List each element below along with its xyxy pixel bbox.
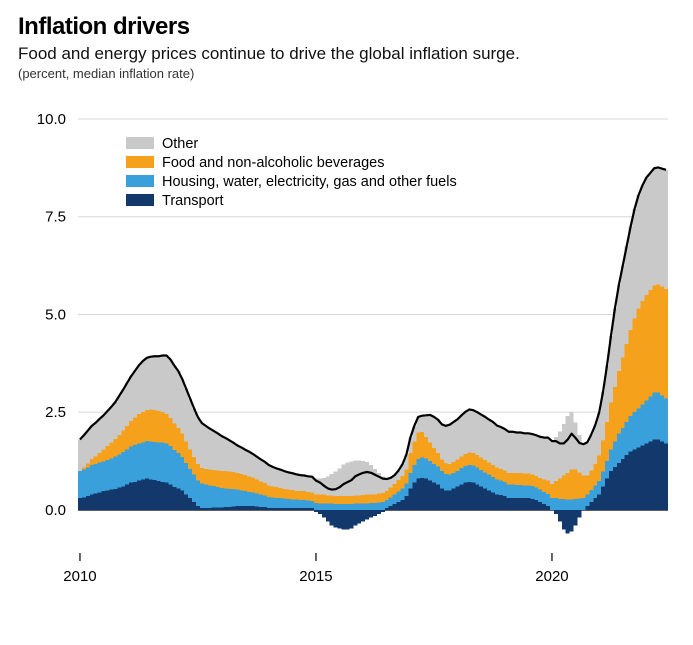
y-tick-label: 5.0 — [45, 307, 66, 324]
y-tick-label: 2.5 — [45, 405, 66, 422]
legend: Other Food and non-alcoholic beverages Hou… — [126, 136, 457, 209]
legend-label: Transport — [162, 193, 224, 209]
inflation-drivers-chart: 0.0 2.5 5.0 7.5 10.0 2010 2015 2020 Other Food an… — [18, 89, 685, 629]
y-tick-label: 0.0 — [45, 502, 66, 519]
legend-swatch — [126, 156, 154, 168]
chart-title: Inflation drivers — [18, 14, 685, 40]
bars — [78, 168, 668, 534]
legend-label: Other — [162, 136, 198, 152]
y-tick-label: 10.0 — [37, 111, 66, 128]
y-tick-label: 7.5 — [45, 209, 66, 226]
chart-svg: 0.0 2.5 5.0 7.5 10.0 2010 2015 2020 Other Food an… — [18, 89, 678, 629]
legend-label: Housing, water, electricity, gas and oth… — [162, 174, 457, 190]
chart-caption: (percent, median inflation rate) — [18, 66, 685, 81]
legend-label: Food and non-alcoholic beverages — [162, 155, 384, 171]
x-tick-label: 2015 — [299, 568, 332, 585]
x-tick-label: 2020 — [535, 568, 568, 585]
x-tick-label: 2010 — [63, 568, 96, 585]
legend-swatch — [126, 137, 154, 149]
legend-swatch — [126, 175, 154, 187]
legend-swatch — [126, 194, 154, 206]
chart-subtitle: Food and energy prices continue to drive… — [18, 44, 685, 64]
